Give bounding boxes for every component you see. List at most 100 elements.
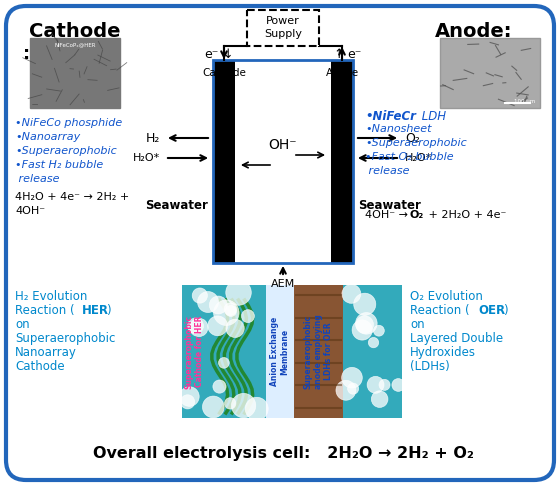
Text: AEM: AEM: [271, 279, 295, 289]
Text: HER: HER: [82, 304, 109, 317]
Bar: [247, 10, 319, 46]
Bar: [343, 285, 402, 418]
Circle shape: [367, 376, 384, 393]
Circle shape: [213, 380, 226, 393]
Circle shape: [245, 398, 268, 420]
Circle shape: [348, 383, 358, 394]
Circle shape: [392, 379, 405, 391]
Circle shape: [356, 316, 374, 333]
Text: H₂ Evolution: H₂ Evolution: [15, 290, 87, 303]
Circle shape: [352, 320, 372, 340]
Text: •Fast H₂ bubble: •Fast H₂ bubble: [15, 160, 103, 170]
Text: Overall electrolysis cell:   2H₂O → 2H₂ + O₂: Overall electrolysis cell: 2H₂O → 2H₂ + …: [92, 446, 473, 461]
Circle shape: [354, 293, 376, 315]
Circle shape: [190, 318, 208, 337]
Circle shape: [180, 387, 199, 406]
Circle shape: [241, 310, 254, 323]
Circle shape: [371, 391, 388, 407]
Text: :: :: [24, 45, 31, 63]
Circle shape: [188, 318, 203, 334]
Text: ): ): [106, 304, 111, 317]
Text: •Superaerophobic: •Superaerophobic: [15, 146, 116, 156]
Text: Reaction (: Reaction (: [410, 304, 470, 317]
Text: release: release: [15, 174, 59, 184]
Text: 4H₂O + 4e⁻ → 2H₂ +: 4H₂O + 4e⁻ → 2H₂ +: [15, 192, 129, 202]
Circle shape: [209, 296, 227, 314]
Circle shape: [226, 280, 251, 305]
Text: 4OH⁻ →: 4OH⁻ →: [365, 210, 412, 220]
Text: ↓: ↓: [222, 48, 232, 60]
Text: •NiFeCr: •NiFeCr: [365, 110, 416, 123]
Circle shape: [208, 316, 227, 336]
Text: Reaction (: Reaction (: [15, 304, 74, 317]
Text: 100 µm: 100 µm: [514, 99, 535, 104]
Text: H₂: H₂: [146, 132, 160, 144]
Text: ): ): [503, 304, 507, 317]
Bar: [440, 38, 540, 108]
Text: Superaerophobic
anode employing
LDHs for OER: Superaerophobic anode employing LDHs for…: [304, 314, 333, 389]
Text: Anode:: Anode:: [435, 22, 512, 41]
Text: e⁻: e⁻: [347, 48, 361, 60]
Text: NiFeCoPₓ@HER: NiFeCoPₓ@HER: [54, 42, 96, 47]
Circle shape: [368, 337, 379, 348]
Circle shape: [180, 395, 195, 409]
Text: on: on: [410, 318, 424, 331]
Text: on: on: [15, 318, 30, 331]
Bar: [331, 60, 353, 263]
Text: + 2H₂O + 4e⁻: + 2H₂O + 4e⁻: [425, 210, 506, 220]
Circle shape: [218, 358, 229, 368]
Text: O₂ Evolution: O₂ Evolution: [410, 290, 483, 303]
Text: e⁻: e⁻: [204, 48, 219, 60]
Circle shape: [224, 303, 236, 315]
Text: Seawater: Seawater: [358, 198, 421, 211]
Bar: [213, 60, 353, 263]
Circle shape: [336, 381, 356, 400]
Text: Hydroxides: Hydroxides: [410, 346, 476, 359]
Circle shape: [213, 300, 239, 326]
Text: Seawater: Seawater: [145, 198, 208, 211]
Text: •Nanoarray: •Nanoarray: [15, 132, 80, 142]
Text: Anion Exchange
Membrane: Anion Exchange Membrane: [270, 317, 290, 386]
Circle shape: [226, 306, 236, 316]
Text: •NiFeCo phosphide: •NiFeCo phosphide: [15, 118, 122, 128]
Circle shape: [225, 398, 236, 409]
Bar: [182, 285, 265, 418]
Bar: [294, 285, 343, 418]
Text: H₂O*: H₂O*: [133, 153, 160, 163]
Text: Superaerophobic
Cathode for HER: Superaerophobic Cathode for HER: [185, 314, 204, 389]
Text: Anode: Anode: [325, 68, 358, 78]
Text: 4OH⁻: 4OH⁻: [15, 206, 45, 216]
Text: Cathode: Cathode: [29, 22, 121, 41]
Bar: [30, 38, 120, 108]
Circle shape: [342, 367, 362, 388]
Text: Cathode: Cathode: [202, 68, 246, 78]
Circle shape: [356, 312, 377, 334]
Circle shape: [374, 325, 384, 336]
Circle shape: [226, 319, 244, 337]
Bar: [213, 60, 235, 263]
Circle shape: [192, 288, 207, 303]
Text: •Nanosheet: •Nanosheet: [365, 124, 432, 134]
Text: O₂: O₂: [410, 210, 424, 220]
FancyBboxPatch shape: [6, 6, 554, 480]
Text: •Superaerophobic: •Superaerophobic: [365, 138, 466, 148]
Text: O₂: O₂: [405, 132, 420, 144]
Circle shape: [203, 396, 224, 418]
Text: release: release: [365, 166, 409, 176]
Text: Layered Double: Layered Double: [410, 332, 503, 345]
Circle shape: [379, 380, 390, 390]
Text: ↑: ↑: [334, 48, 344, 60]
Text: Cathode: Cathode: [15, 360, 64, 373]
Text: Superaerophobic: Superaerophobic: [15, 332, 115, 345]
Bar: [213, 60, 353, 263]
Text: OER: OER: [478, 304, 505, 317]
Text: LDH: LDH: [418, 110, 446, 123]
Circle shape: [198, 292, 218, 312]
Text: Nanoarray: Nanoarray: [15, 346, 77, 359]
Circle shape: [231, 393, 256, 417]
Text: •Fast O₂ bubble: •Fast O₂ bubble: [365, 152, 454, 162]
Text: OH⁻: OH⁻: [269, 138, 297, 152]
Circle shape: [342, 284, 361, 303]
Text: (LDHs): (LDHs): [410, 360, 450, 373]
Bar: [265, 285, 294, 418]
